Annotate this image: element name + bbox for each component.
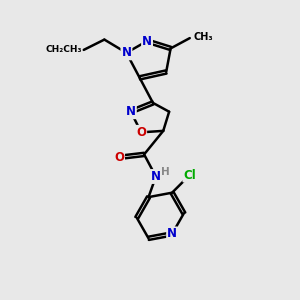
Text: N: N [126, 105, 136, 118]
Text: N: N [142, 34, 152, 48]
Text: O: O [114, 151, 124, 164]
Text: CH₂CH₃: CH₂CH₃ [46, 45, 82, 54]
Text: N: N [167, 227, 177, 240]
Text: Cl: Cl [183, 169, 196, 182]
Text: N: N [151, 170, 161, 183]
Text: N: N [122, 46, 131, 59]
Text: O: O [136, 126, 146, 139]
Text: CH₃: CH₃ [193, 32, 213, 42]
Text: H: H [161, 167, 170, 177]
